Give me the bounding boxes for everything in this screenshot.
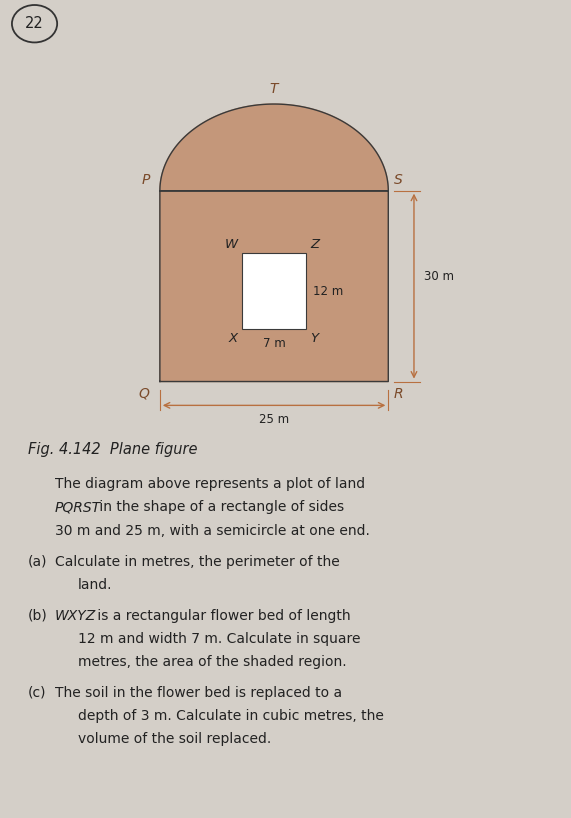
Text: volume of the soil replaced.: volume of the soil replaced. xyxy=(78,732,271,746)
Text: 30 m: 30 m xyxy=(424,270,455,283)
Text: The diagram above represents a plot of land: The diagram above represents a plot of l… xyxy=(55,478,365,492)
Text: depth of 3 m. Calculate in cubic metres, the: depth of 3 m. Calculate in cubic metres,… xyxy=(78,709,384,723)
Text: S: S xyxy=(394,173,403,187)
Text: (c): (c) xyxy=(28,685,46,699)
Text: Calculate in metres, the perimeter of the: Calculate in metres, the perimeter of th… xyxy=(55,555,340,569)
Text: Y: Y xyxy=(311,332,319,345)
Text: Q: Q xyxy=(139,387,150,401)
Text: 30 m and 25 m, with a semicircle at one end.: 30 m and 25 m, with a semicircle at one … xyxy=(55,524,370,537)
Text: land.: land. xyxy=(78,578,112,591)
Text: 12 m and width 7 m. Calculate in square: 12 m and width 7 m. Calculate in square xyxy=(78,631,360,645)
Polygon shape xyxy=(160,104,388,381)
Text: 7 m: 7 m xyxy=(263,337,286,350)
Text: The soil in the flower bed is replaced to a: The soil in the flower bed is replaced t… xyxy=(55,685,342,699)
Text: P: P xyxy=(141,173,150,187)
Text: R: R xyxy=(394,387,404,401)
Text: in the shape of a rectangle of sides: in the shape of a rectangle of sides xyxy=(95,501,344,515)
Text: WXYZ: WXYZ xyxy=(55,609,96,622)
Text: (b): (b) xyxy=(28,609,48,622)
Text: 12 m: 12 m xyxy=(313,285,343,298)
Text: 22: 22 xyxy=(25,16,44,31)
Bar xyxy=(242,254,306,330)
Text: (a): (a) xyxy=(28,555,47,569)
Text: Z: Z xyxy=(311,237,320,250)
Text: Fig. 4.142  Plane figure: Fig. 4.142 Plane figure xyxy=(28,443,198,457)
Text: X: X xyxy=(228,332,238,345)
Text: 25 m: 25 m xyxy=(259,413,289,426)
Text: metres, the area of the shaded region.: metres, the area of the shaded region. xyxy=(78,654,347,669)
Text: is a rectangular flower bed of length: is a rectangular flower bed of length xyxy=(93,609,351,622)
Text: W: W xyxy=(224,237,238,250)
Text: PQRST: PQRST xyxy=(55,501,101,515)
Text: T: T xyxy=(270,83,278,97)
